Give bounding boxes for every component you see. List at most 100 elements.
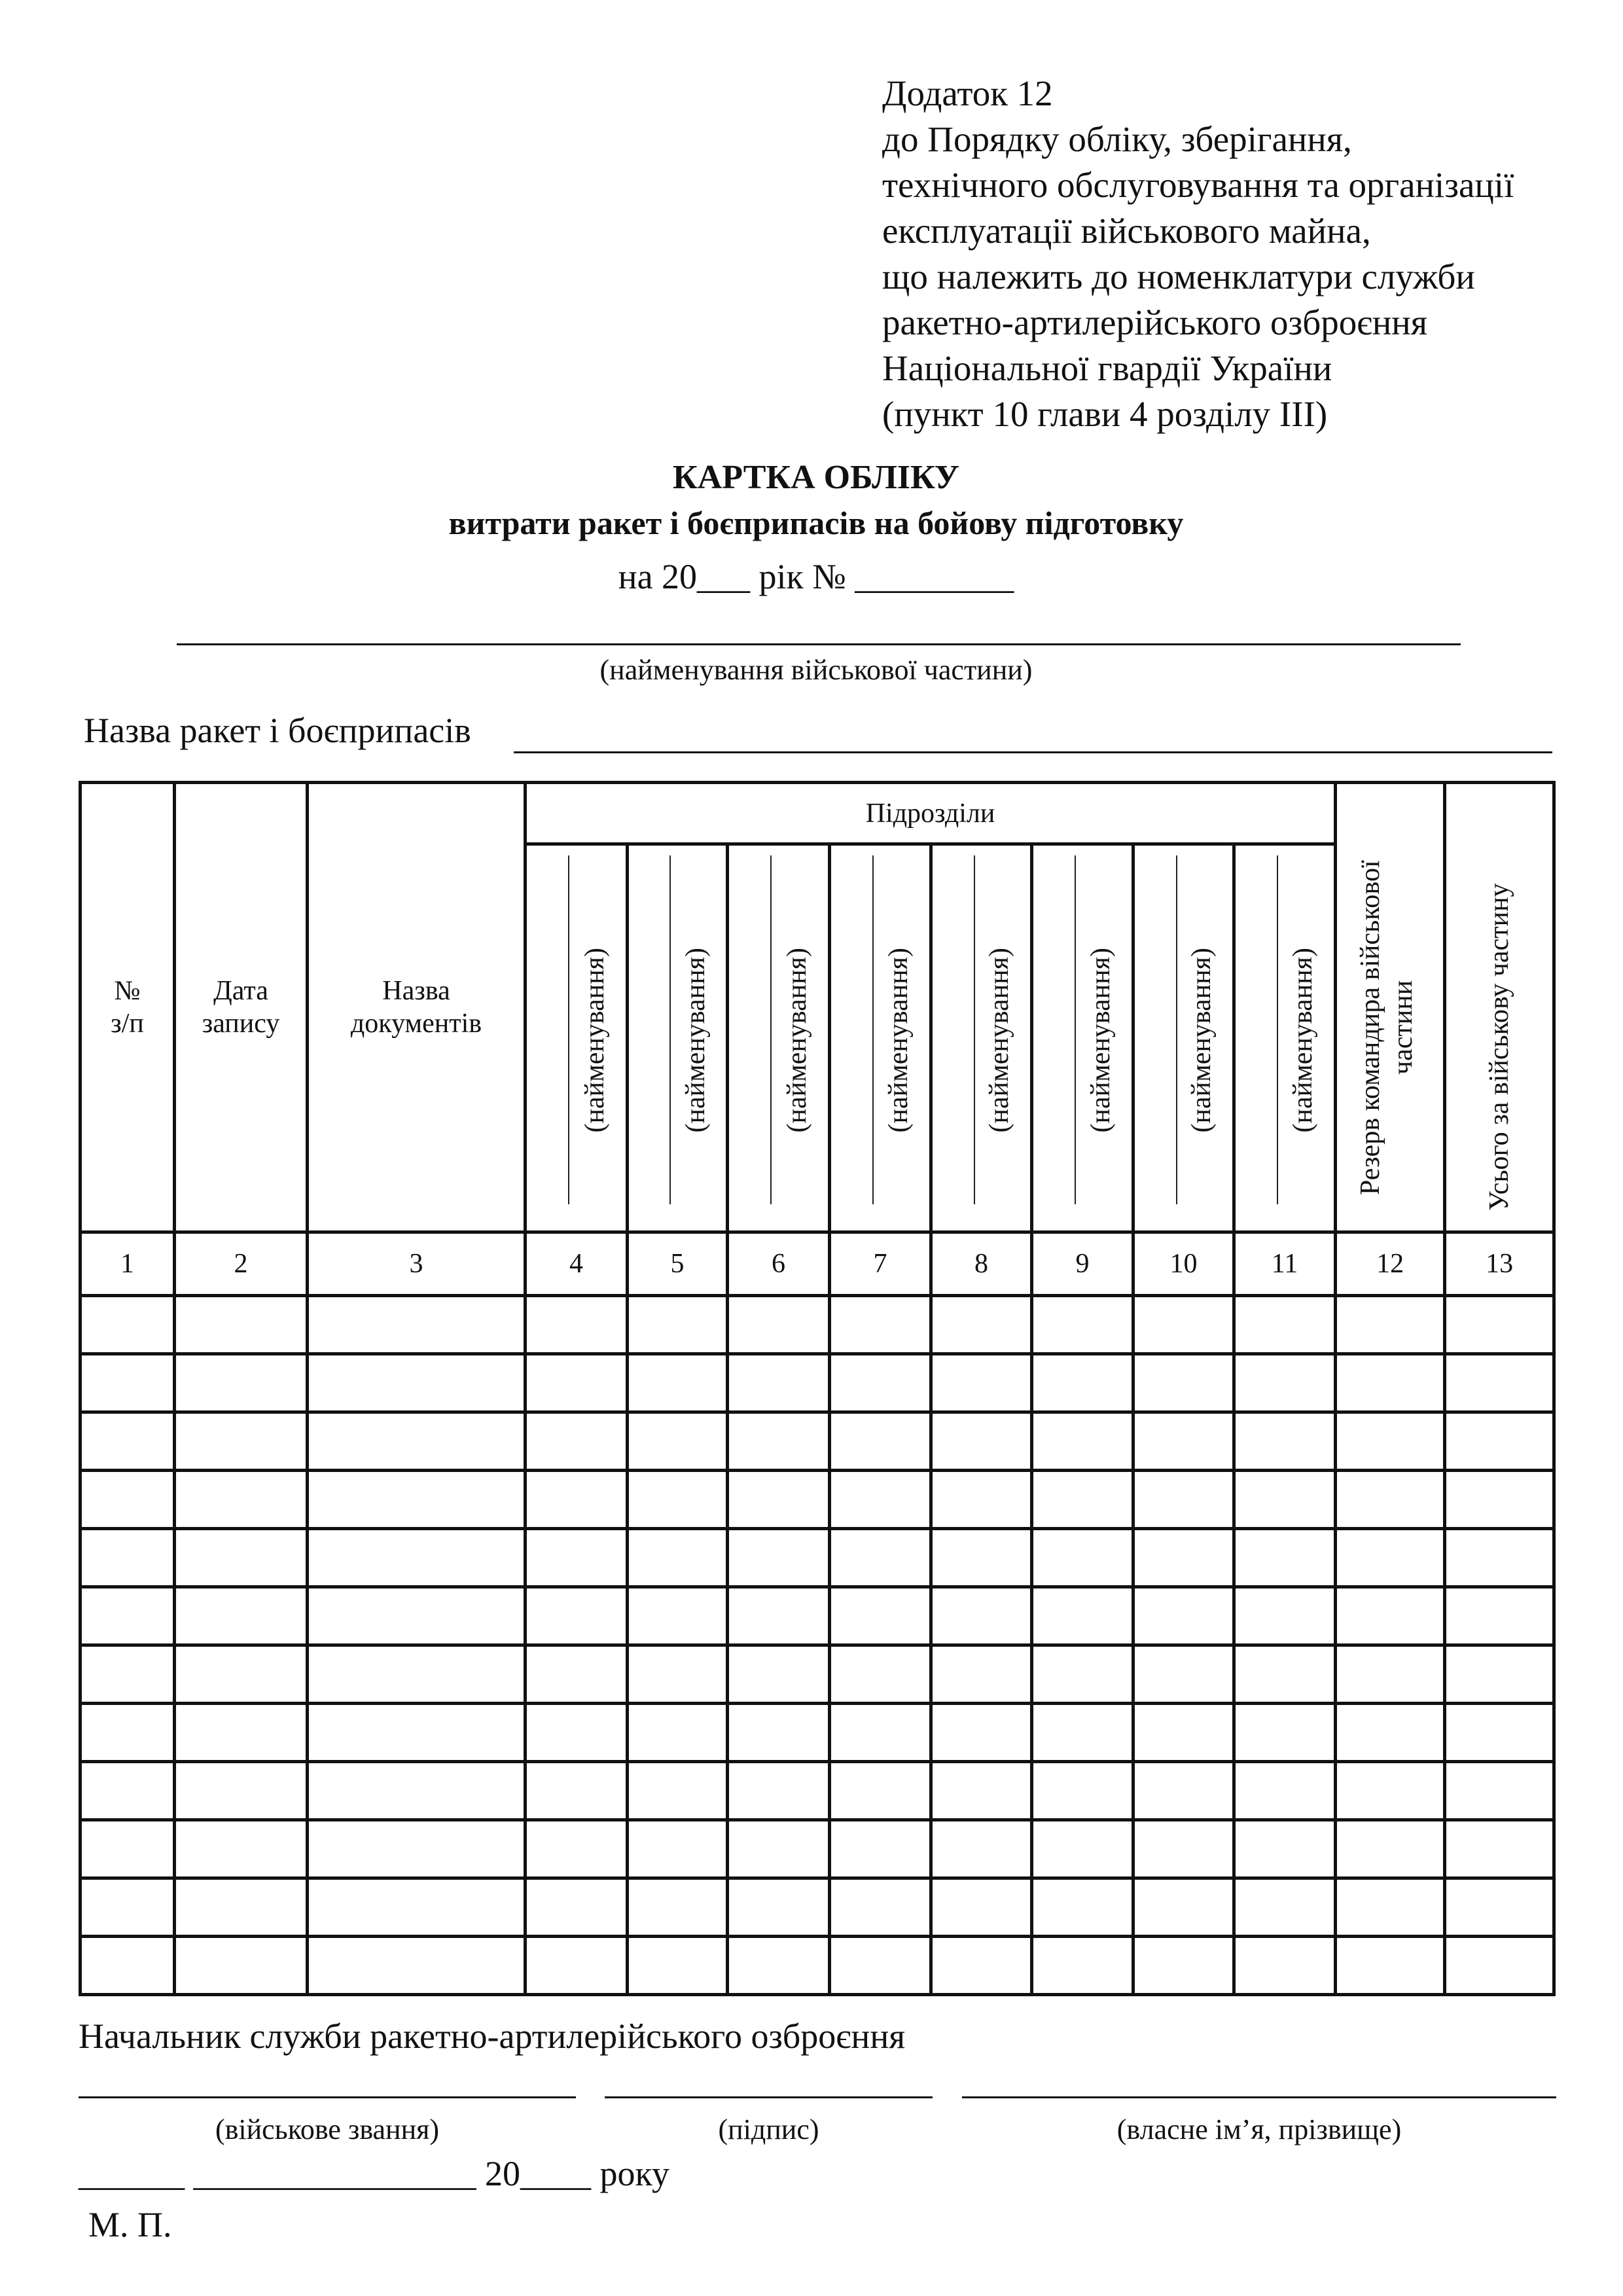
table-cell[interactable] xyxy=(306,1469,527,1530)
table-cell[interactable] xyxy=(726,1760,831,1821)
table-cell[interactable] xyxy=(524,1469,629,1530)
table-cell[interactable] xyxy=(626,1352,729,1414)
table-cell[interactable] xyxy=(1232,1585,1338,1647)
table-cell[interactable] xyxy=(828,1294,933,1355)
table-cell[interactable] xyxy=(1443,1818,1556,1880)
table-cell[interactable] xyxy=(79,1643,176,1705)
table-cell[interactable] xyxy=(726,1294,831,1355)
table-cell[interactable] xyxy=(306,1935,527,1996)
table-cell[interactable] xyxy=(1030,1352,1135,1414)
table-cell[interactable] xyxy=(173,1760,309,1821)
table-cell[interactable] xyxy=(726,1352,831,1414)
table-cell[interactable] xyxy=(524,1410,629,1472)
table-cell[interactable] xyxy=(726,1469,831,1530)
table-cell[interactable] xyxy=(929,1935,1033,1996)
table-cell[interactable] xyxy=(79,1410,176,1472)
table-cell[interactable] xyxy=(828,1818,933,1880)
table-cell[interactable] xyxy=(626,1294,729,1355)
table-cell[interactable] xyxy=(1232,1410,1338,1472)
table-cell[interactable] xyxy=(524,1818,629,1880)
table-cell[interactable] xyxy=(1443,1876,1556,1938)
table-cell[interactable] xyxy=(626,1643,729,1705)
table-cell[interactable] xyxy=(1132,1818,1236,1880)
table-cell[interactable] xyxy=(306,1294,527,1355)
table-cell[interactable] xyxy=(929,1294,1033,1355)
table-cell[interactable] xyxy=(306,1876,527,1938)
table-cell[interactable] xyxy=(524,1876,629,1938)
table-cell[interactable] xyxy=(1232,1818,1338,1880)
table-cell[interactable] xyxy=(828,1410,933,1472)
table-cell[interactable] xyxy=(626,1760,729,1821)
table-cell[interactable] xyxy=(79,1935,176,1996)
table-cell[interactable] xyxy=(1334,1352,1447,1414)
table-cell[interactable] xyxy=(306,1818,527,1880)
table-cell[interactable] xyxy=(524,1585,629,1647)
table-cell[interactable] xyxy=(1334,1410,1447,1472)
table-cell[interactable] xyxy=(1334,1469,1447,1530)
table-cell[interactable] xyxy=(79,1352,176,1414)
table-cell[interactable] xyxy=(79,1469,176,1530)
table-cell[interactable] xyxy=(828,1527,933,1588)
table-cell[interactable] xyxy=(1132,1935,1236,1996)
table-cell[interactable] xyxy=(524,1643,629,1705)
table-cell[interactable] xyxy=(626,1876,729,1938)
table-cell[interactable] xyxy=(79,1760,176,1821)
table-cell[interactable] xyxy=(1334,1935,1447,1996)
table-cell[interactable] xyxy=(929,1352,1033,1414)
table-cell[interactable] xyxy=(1132,1585,1236,1647)
table-cell[interactable] xyxy=(1030,1760,1135,1821)
table-cell[interactable] xyxy=(929,1643,1033,1705)
table-cell[interactable] xyxy=(173,1818,309,1880)
table-cell[interactable] xyxy=(173,1643,309,1705)
table-cell[interactable] xyxy=(1030,1876,1135,1938)
table-cell[interactable] xyxy=(1232,1294,1338,1355)
table-cell[interactable] xyxy=(1232,1352,1338,1414)
table-cell[interactable] xyxy=(1443,1410,1556,1472)
table-cell[interactable] xyxy=(79,1527,176,1588)
table-cell[interactable] xyxy=(173,1585,309,1647)
table-cell[interactable] xyxy=(306,1702,527,1763)
table-cell[interactable] xyxy=(828,1702,933,1763)
table-cell[interactable] xyxy=(173,1352,309,1414)
table-cell[interactable] xyxy=(1030,1935,1135,1996)
table-cell[interactable] xyxy=(828,1585,933,1647)
table-cell[interactable] xyxy=(828,1876,933,1938)
table-cell[interactable] xyxy=(726,1818,831,1880)
table-cell[interactable] xyxy=(1443,1527,1556,1588)
table-cell[interactable] xyxy=(1334,1294,1447,1355)
table-cell[interactable] xyxy=(828,1352,933,1414)
table-cell[interactable] xyxy=(173,1935,309,1996)
table-cell[interactable] xyxy=(1443,1643,1556,1705)
table-cell[interactable] xyxy=(929,1876,1033,1938)
table-cell[interactable] xyxy=(1443,1935,1556,1996)
table-cell[interactable] xyxy=(1334,1702,1447,1763)
table-cell[interactable] xyxy=(524,1702,629,1763)
table-cell[interactable] xyxy=(929,1410,1033,1472)
table-cell[interactable] xyxy=(1334,1585,1447,1647)
table-cell[interactable] xyxy=(306,1410,527,1472)
table-cell[interactable] xyxy=(524,1294,629,1355)
table-cell[interactable] xyxy=(1443,1760,1556,1821)
table-cell[interactable] xyxy=(726,1643,831,1705)
table-cell[interactable] xyxy=(1232,1935,1338,1996)
table-cell[interactable] xyxy=(626,1935,729,1996)
table-cell[interactable] xyxy=(726,1585,831,1647)
table-cell[interactable] xyxy=(1232,1702,1338,1763)
table-cell[interactable] xyxy=(524,1935,629,1996)
table-cell[interactable] xyxy=(306,1585,527,1647)
table-cell[interactable] xyxy=(1132,1702,1236,1763)
table-cell[interactable] xyxy=(1334,1643,1447,1705)
table-cell[interactable] xyxy=(726,1702,831,1763)
table-cell[interactable] xyxy=(1443,1352,1556,1414)
table-cell[interactable] xyxy=(1232,1469,1338,1530)
table-cell[interactable] xyxy=(79,1585,176,1647)
table-cell[interactable] xyxy=(1443,1469,1556,1530)
table-cell[interactable] xyxy=(626,1585,729,1647)
table-cell[interactable] xyxy=(1232,1876,1338,1938)
table-cell[interactable] xyxy=(1030,1585,1135,1647)
table-cell[interactable] xyxy=(79,1702,176,1763)
table-cell[interactable] xyxy=(1132,1469,1236,1530)
table-cell[interactable] xyxy=(524,1352,629,1414)
table-cell[interactable] xyxy=(1030,1818,1135,1880)
table-cell[interactable] xyxy=(173,1469,309,1530)
